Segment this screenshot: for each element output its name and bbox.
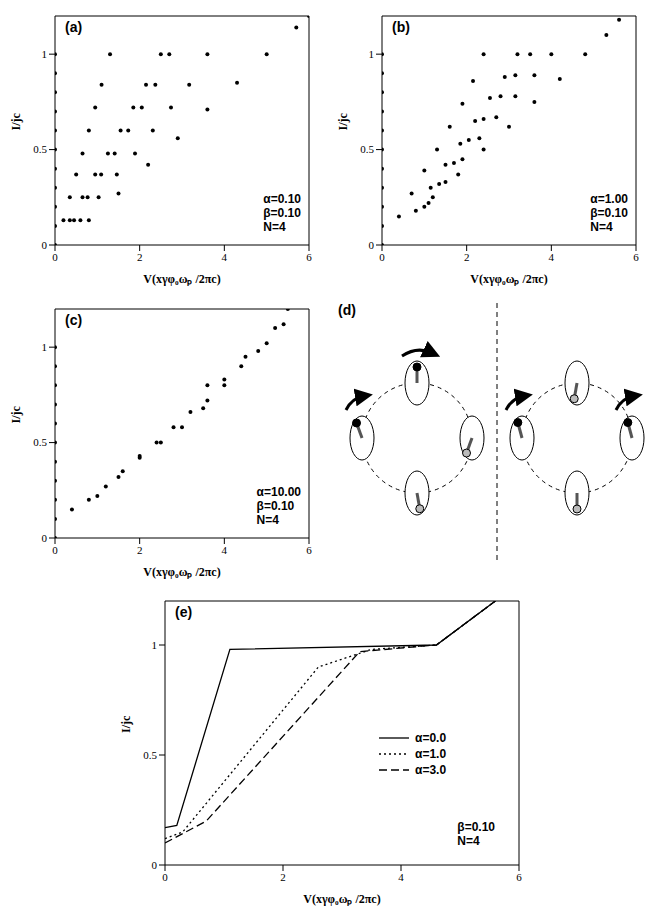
svg-text:2: 2 (137, 544, 143, 556)
svg-text:0: 0 (52, 544, 58, 556)
svg-text:4: 4 (222, 544, 228, 556)
svg-text:1: 1 (369, 48, 375, 60)
html-text:(a): (a) (65, 19, 83, 35)
html-text:(d): (d) (338, 302, 356, 318)
svg-text:I/jc: I/jc (9, 113, 23, 131)
html-text:α=0.10: α=0.10 (263, 192, 301, 206)
svg-text:0.5: 0.5 (33, 143, 47, 155)
svg-text:V(xγφ₀ωₚ /2πc): V(xγφ₀ωₚ /2πc) (470, 272, 547, 287)
svg-text:I/jc: I/jc (9, 406, 23, 424)
svg-text:V(xγφ₀ωₚ /2πc): V(xγφ₀ωₚ /2πc) (143, 272, 220, 287)
html-text:α=1.00: α=1.00 (590, 192, 628, 206)
html-text:N=4: N=4 (457, 834, 480, 848)
html-text:β=0.10: β=0.10 (263, 206, 301, 220)
html-text:α=10.00: α=10.00 (256, 485, 301, 499)
html-text:N=4: N=4 (256, 513, 279, 527)
svg-text:0.5: 0.5 (143, 749, 157, 761)
svg-text:1: 1 (42, 341, 48, 353)
svg-text:0: 0 (379, 251, 385, 263)
svg-text:4: 4 (222, 251, 228, 263)
html-text:α=1.0: α=1.0 (415, 747, 447, 761)
svg-text:6: 6 (516, 871, 522, 883)
svg-text:4: 4 (549, 251, 555, 263)
html-text:β=0.10: β=0.10 (256, 499, 295, 513)
svg-text:1: 1 (152, 639, 158, 651)
svg-text:0: 0 (42, 239, 48, 251)
svg-text:6: 6 (633, 251, 639, 263)
svg-text:6: 6 (306, 251, 312, 263)
svg-text:4: 4 (398, 871, 404, 883)
svg-text:0: 0 (42, 532, 48, 544)
html-text:α=0.0: α=0.0 (415, 731, 447, 745)
svg-text:6: 6 (306, 544, 312, 556)
html-text:N=4: N=4 (590, 220, 613, 234)
html-text:β=0.10: β=0.10 (457, 820, 495, 834)
html-text:(c): (c) (65, 312, 83, 328)
html-text:N=4: N=4 (263, 220, 286, 234)
html-text:β=0.10: β=0.10 (590, 206, 628, 220)
svg-text:V(xγφ₀ωₚ /2πc): V(xγφ₀ωₚ /2πc) (143, 565, 220, 580)
svg-text:2: 2 (137, 251, 143, 263)
svg-text:0: 0 (369, 239, 375, 251)
svg-text:I/jc: I/jc (336, 113, 350, 131)
svg-text:2: 2 (280, 871, 286, 883)
html-text:(e): (e) (175, 604, 193, 620)
svg-text:0: 0 (162, 871, 168, 883)
svg-text:0.5: 0.5 (33, 436, 47, 448)
svg-text:0.5: 0.5 (360, 143, 374, 155)
svg-text:0: 0 (52, 251, 58, 263)
html-text:(b): (b) (392, 19, 410, 35)
svg-text:V(xγφ₀ωₚ /2πc): V(xγφ₀ωₚ /2πc) (303, 892, 380, 907)
svg-text:0: 0 (152, 859, 158, 871)
svg-text:1: 1 (42, 48, 48, 60)
svg-text:I/jc: I/jc (119, 715, 133, 733)
svg-text:2: 2 (464, 251, 470, 263)
html-text:α=3.0: α=3.0 (415, 763, 447, 777)
